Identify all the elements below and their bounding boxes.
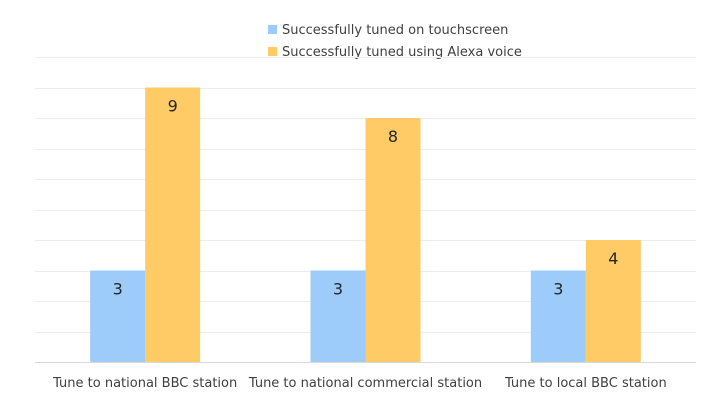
category-label: Tune to local BBC station xyxy=(504,376,667,391)
category-label: Tune to national commercial station xyxy=(248,376,482,391)
data-label: 9 xyxy=(168,97,178,116)
data-labels: 3 9 3 8 3 4 xyxy=(113,97,619,299)
legend: Successfully tuned on touchscreen Success… xyxy=(268,23,522,60)
bar xyxy=(90,270,146,362)
data-label: 3 xyxy=(333,280,343,299)
category-labels: Tune to national BBC station Tune to nati… xyxy=(52,376,667,391)
bar xyxy=(310,270,366,362)
bar xyxy=(145,87,201,362)
bar xyxy=(585,240,641,362)
bar xyxy=(530,270,586,362)
legend-label: Successfully tuned on touchscreen xyxy=(282,23,508,38)
legend-swatch xyxy=(268,47,277,56)
bars xyxy=(90,87,641,362)
data-label: 3 xyxy=(553,280,563,299)
category-label: Tune to national BBC station xyxy=(52,376,237,391)
data-label: 8 xyxy=(388,127,398,146)
data-label: 3 xyxy=(113,280,123,299)
legend-label: Successfully tuned using Alexa voice xyxy=(282,45,522,60)
legend-swatch xyxy=(268,25,277,34)
data-label: 4 xyxy=(608,249,618,268)
bar xyxy=(365,118,421,362)
